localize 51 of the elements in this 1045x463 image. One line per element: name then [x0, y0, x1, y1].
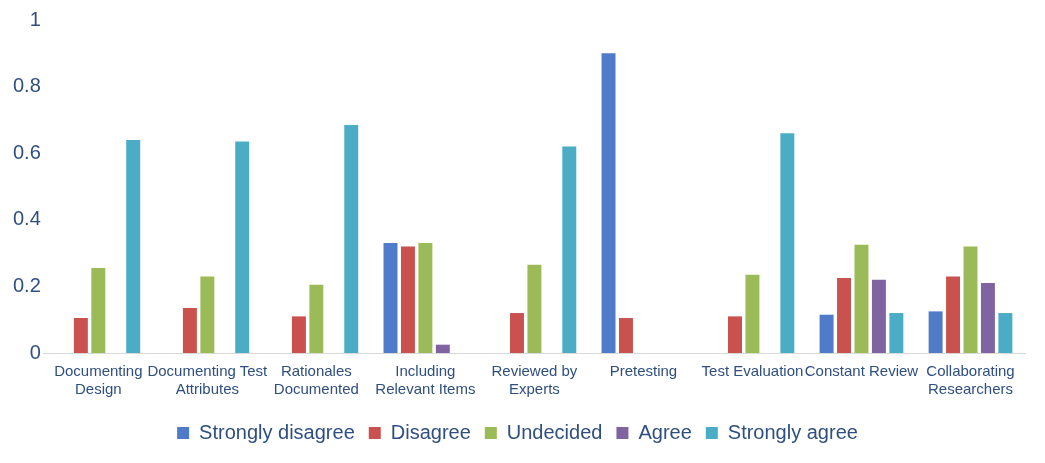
bar — [126, 139, 141, 353]
bar — [837, 278, 851, 353]
legend-label: Disagree — [390, 420, 471, 443]
x-tick-label: Pretesting — [609, 362, 678, 380]
bar — [963, 246, 978, 353]
y-tick-label: 0.4 — [12, 207, 41, 230]
legend-label: Agree — [638, 420, 692, 443]
legend-label: Strongly agree — [727, 420, 858, 443]
bar — [854, 244, 869, 353]
y-tick-label: 0.2 — [12, 273, 41, 296]
legend-label: Undecided — [506, 420, 603, 443]
bar — [200, 276, 215, 353]
y-tick-label: 0.6 — [12, 140, 41, 163]
bar — [889, 313, 904, 353]
y-tick-label: 0 — [29, 340, 41, 363]
x-tick-label: Constant Review — [804, 362, 919, 380]
x-tick-label: Test Evaluation — [701, 362, 804, 380]
bar — [728, 316, 742, 353]
bar — [946, 276, 961, 353]
bar — [418, 243, 433, 353]
bar — [980, 283, 995, 353]
bar — [619, 318, 633, 353]
bar — [91, 268, 106, 353]
bar — [182, 308, 197, 353]
bar — [291, 316, 306, 353]
bar — [400, 246, 415, 353]
bar — [601, 53, 616, 353]
bar — [344, 124, 359, 353]
bar — [780, 133, 795, 353]
bar — [383, 243, 398, 353]
bar — [527, 264, 542, 353]
y-tick-label: 0.8 — [12, 74, 41, 97]
x-tick-label: Reviewed by Experts — [491, 362, 578, 398]
bar — [745, 274, 760, 353]
x-tick-label: Including Relevant Items — [375, 362, 476, 398]
legend-label: Strongly disagree — [199, 420, 355, 443]
y-tick-label: 1 — [29, 7, 41, 30]
bar — [73, 318, 88, 353]
x-tick-label: Rationales Documented — [273, 362, 359, 398]
bar — [871, 279, 886, 353]
x-tick-label: Collaborating Researchers — [926, 362, 1015, 398]
bar — [562, 146, 577, 353]
bar — [928, 311, 943, 353]
bar — [235, 141, 250, 353]
x-tick-label: Documenting Test Attributes — [147, 362, 269, 398]
bar — [509, 313, 524, 353]
bar — [819, 314, 834, 353]
bar — [435, 344, 450, 353]
bar — [998, 313, 1013, 353]
x-tick-label: Documenting Design — [54, 362, 143, 398]
bar — [309, 284, 324, 353]
